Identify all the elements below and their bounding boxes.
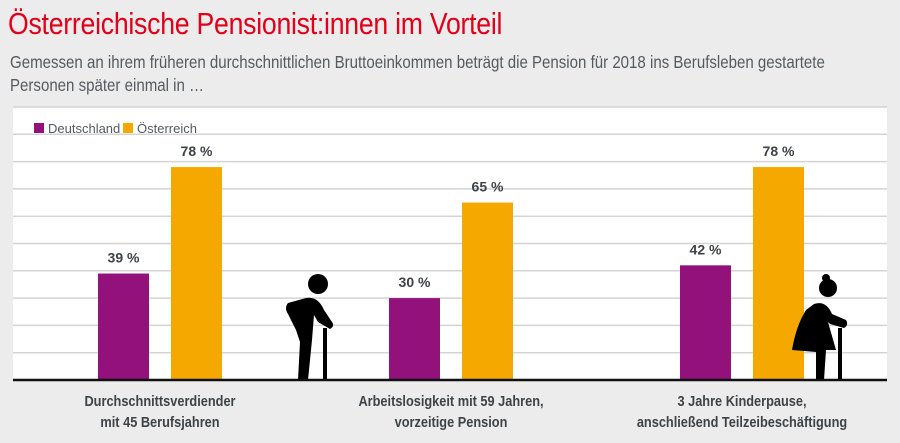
- category-label-line: Arbeitslosigkeit mit 59 Jahren,: [358, 394, 544, 410]
- category-label-line: vorzeitige Pension: [394, 415, 508, 431]
- chart-subtitle: Gemessen an ihrem früheren durchschnittl…: [10, 52, 825, 95]
- legend-label: Deutschland: [48, 121, 120, 136]
- bar-deutschland: [389, 298, 440, 380]
- legend-label: Österreich: [137, 121, 197, 136]
- bar-österreich: [462, 202, 513, 380]
- category-label-line: anschließend Teilzeibeschäftigung: [636, 415, 848, 431]
- data-label: 65 %: [472, 179, 504, 195]
- category-label: Arbeitslosigkeit mit 59 Jahren, vorzeitig…: [337, 392, 566, 434]
- legend-swatch: [34, 123, 44, 133]
- category-label-line: 3 Jahre Kinderpause,: [677, 394, 807, 410]
- legend-swatch: [123, 123, 133, 133]
- data-label: 42 %: [690, 241, 722, 257]
- bar-deutschland: [98, 273, 149, 380]
- data-label: 78 %: [763, 143, 795, 159]
- data-label: 78 %: [181, 143, 213, 159]
- category-label-line: mit 45 Berufsjahren: [100, 415, 220, 431]
- elderly-woman-with-cane-icon: [792, 274, 848, 380]
- category-label: Durchschnittsverdiender mit 45 Berufsjahr…: [46, 392, 275, 434]
- category-label: 3 Jahre Kinderpause, anschließend Teilzei…: [628, 392, 857, 434]
- chart-title: Österreichische Pensionist:innen im Vort…: [8, 6, 503, 41]
- bar-deutschland: [680, 265, 731, 380]
- category-label-line: Durchschnittsverdiender: [84, 394, 236, 410]
- data-label: 30 %: [399, 274, 431, 290]
- elderly-man-with-cane-icon: [286, 274, 334, 380]
- bar-österreich: [171, 167, 222, 380]
- data-label: 39 %: [108, 250, 140, 266]
